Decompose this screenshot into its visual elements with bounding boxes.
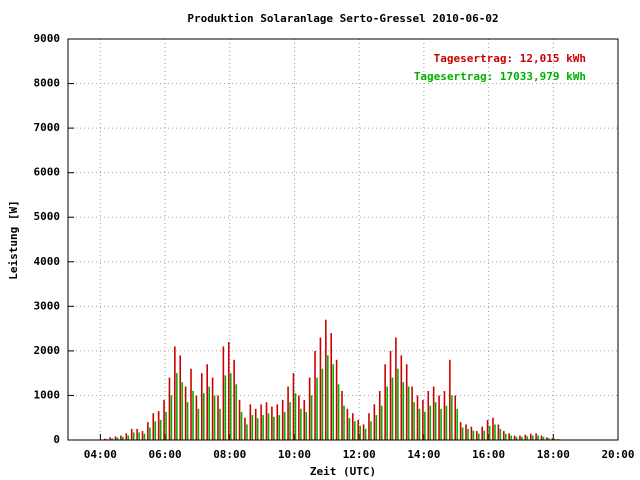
y-tick-label: 3000 xyxy=(34,299,61,312)
annotation: Tagesertrag: 17033,979 kWh xyxy=(414,70,586,83)
y-tick-label: 5000 xyxy=(34,210,61,223)
y-tick-label: 9000 xyxy=(34,32,61,45)
x-axis-label: Zeit (UTC) xyxy=(310,465,376,478)
annotation: Tagesertrag: 12,015 kWh xyxy=(434,52,586,65)
x-tick-label: 18:00 xyxy=(537,448,570,461)
y-tick-label: 0 xyxy=(53,433,60,446)
y-tick-label: 7000 xyxy=(34,121,61,134)
plot-border xyxy=(67,38,619,441)
x-tick-label: 20:00 xyxy=(601,448,634,461)
x-tick-label: 06:00 xyxy=(148,448,181,461)
chart-title: Produktion Solaranlage Serto-Gressel 201… xyxy=(187,12,498,25)
y-axis-label: Leistung [W] xyxy=(7,200,20,279)
y-tick-label: 2000 xyxy=(34,344,61,357)
x-tick-label: 16:00 xyxy=(472,448,505,461)
x-tick-label: 08:00 xyxy=(213,448,246,461)
x-tick-label: 04:00 xyxy=(84,448,117,461)
y-tick-label: 1000 xyxy=(34,388,61,401)
x-tick-label: 12:00 xyxy=(343,448,376,461)
x-tick-label: 10:00 xyxy=(278,448,311,461)
y-tick-label: 8000 xyxy=(34,77,61,90)
x-tick-label: 14:00 xyxy=(407,448,440,461)
y-tick-label: 6000 xyxy=(34,166,61,179)
y-tick-label: 4000 xyxy=(34,255,61,268)
